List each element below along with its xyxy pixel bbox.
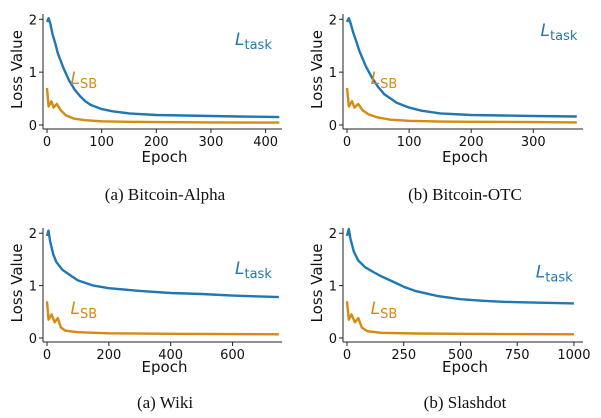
x-tick-label: 200 bbox=[459, 135, 484, 150]
series-label-sub: SB bbox=[380, 77, 397, 92]
y-axis-title: Loss Value bbox=[308, 30, 326, 109]
series-label-main: L bbox=[71, 299, 80, 319]
series-label-task: Ltask bbox=[235, 259, 272, 282]
y-tick-label: 2 bbox=[29, 13, 37, 28]
series-label-main: L bbox=[371, 299, 380, 319]
series-label-sub: SB bbox=[80, 77, 97, 92]
panel-caption: (a) Bitcoin-Alpha bbox=[105, 185, 226, 204]
y-axis-title: Loss Value bbox=[8, 30, 26, 109]
panel-caption: (b) Bitcoin-OTC bbox=[408, 185, 522, 204]
y-axis-title: Loss Value bbox=[8, 244, 26, 323]
x-tick-label: 300 bbox=[199, 135, 224, 150]
series-label-sb: LSB bbox=[371, 69, 398, 92]
x-tick-label: 0 bbox=[43, 348, 51, 363]
x-axis-title: Epoch bbox=[442, 358, 488, 376]
series-line-task bbox=[45, 229, 279, 299]
series-label-task: Ltask bbox=[536, 263, 573, 286]
series-line-sb bbox=[45, 301, 279, 336]
series-line-task bbox=[345, 227, 574, 305]
series-line-task bbox=[45, 17, 280, 119]
series-line-sb bbox=[345, 301, 574, 336]
x-tick-label: 750 bbox=[505, 348, 530, 363]
y-tick-label: 0 bbox=[29, 119, 37, 134]
x-axis-title: Epoch bbox=[442, 148, 488, 166]
y-tick-label: 0 bbox=[29, 332, 37, 347]
series-label-sb: LSB bbox=[371, 299, 398, 322]
x-tick-label: 1000 bbox=[557, 348, 590, 363]
panel-caption: (b) Slashdot bbox=[424, 393, 507, 412]
x-tick-label: 200 bbox=[144, 135, 169, 150]
series-line-sb bbox=[45, 87, 280, 124]
x-tick-label: 0 bbox=[343, 348, 351, 363]
panel-caption: (a) Wiki bbox=[137, 393, 193, 412]
x-tick-label: 0 bbox=[343, 135, 351, 150]
series-label-main: L bbox=[371, 69, 380, 89]
y-axis-title: Loss Value bbox=[308, 244, 326, 323]
x-tick-label: 250 bbox=[391, 348, 416, 363]
y-tick-label: 0 bbox=[329, 119, 337, 134]
series-label-main: L bbox=[536, 263, 545, 283]
series-label-main: L bbox=[541, 21, 550, 41]
y-tick-label: 2 bbox=[329, 227, 337, 242]
series-label-task: Ltask bbox=[235, 30, 272, 53]
y-tick-label: 2 bbox=[329, 13, 337, 28]
series-line-task bbox=[345, 17, 577, 118]
series-label-task: Ltask bbox=[541, 21, 578, 44]
series-label-sub: task bbox=[545, 271, 573, 286]
series-label-main: L bbox=[235, 259, 244, 279]
y-tick-label: 2 bbox=[29, 227, 37, 242]
x-tick-label: 200 bbox=[96, 348, 121, 363]
series-label-sub: task bbox=[244, 38, 272, 53]
series-label-sub: SB bbox=[80, 307, 97, 322]
x-tick-label: 400 bbox=[158, 348, 183, 363]
y-tick-label: 1 bbox=[29, 280, 37, 295]
y-tick-label: 1 bbox=[329, 280, 337, 295]
series-label-main: L bbox=[235, 30, 244, 50]
y-tick-label: 1 bbox=[29, 66, 37, 81]
x-tick-label: 100 bbox=[397, 135, 422, 150]
x-tick-label: 300 bbox=[521, 135, 546, 150]
series-label-sb: LSB bbox=[71, 69, 98, 92]
series-line-sb bbox=[345, 87, 577, 124]
x-axis-title: Epoch bbox=[142, 148, 188, 166]
y-tick-label: 1 bbox=[329, 66, 337, 81]
x-tick-label: 100 bbox=[89, 135, 114, 150]
series-label-sub: SB bbox=[380, 307, 397, 322]
y-tick-label: 0 bbox=[329, 332, 337, 347]
x-tick-label: 600 bbox=[220, 348, 245, 363]
series-label-sub: task bbox=[244, 267, 272, 282]
series-label-main: L bbox=[71, 69, 80, 89]
series-label-sb: LSB bbox=[71, 299, 98, 322]
x-axis-title: Epoch bbox=[142, 358, 188, 376]
x-tick-label: 500 bbox=[448, 348, 473, 363]
x-tick-label: 0 bbox=[43, 135, 51, 150]
series-label-sub: task bbox=[550, 29, 578, 44]
x-tick-label: 400 bbox=[253, 135, 278, 150]
